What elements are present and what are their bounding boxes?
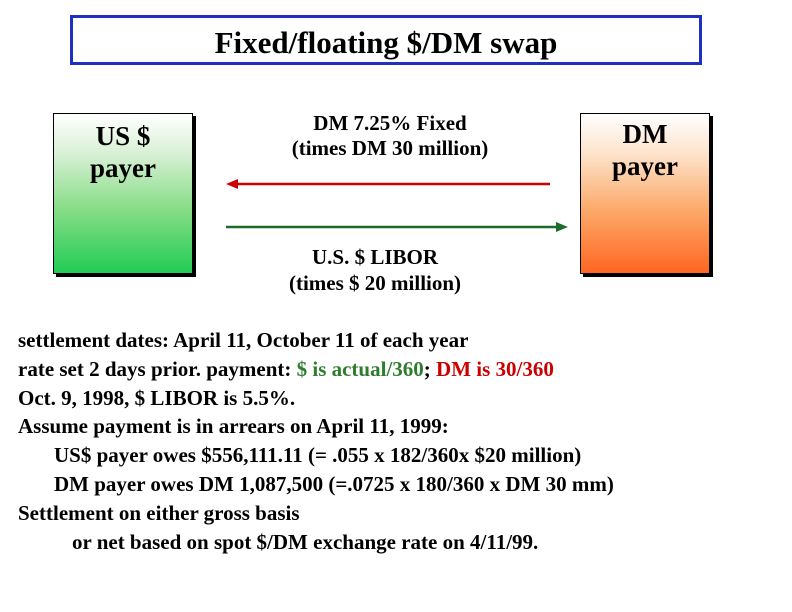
note-settlement-dates: settlement dates: April 11, October 11 o… bbox=[18, 328, 469, 352]
floating-leg-line2: (times $ 20 million) bbox=[288, 271, 462, 295]
fixed-leg-label: DM 7.25% Fixed (times DM 30 million) bbox=[270, 111, 510, 161]
us-dollar-payer-line1: US $ bbox=[95, 121, 151, 151]
us-dollar-payer-label: US $ payer bbox=[54, 120, 192, 184]
dm-payer-line1: DM bbox=[622, 119, 668, 149]
note-dm-daycount: DM is 30/360 bbox=[436, 356, 554, 381]
title-box: Fixed/floating $/DM swap bbox=[70, 15, 702, 65]
us-dollar-payer-line2: payer bbox=[90, 153, 156, 183]
slide-title: Fixed/floating $/DM swap bbox=[214, 24, 558, 60]
note-separator: ; bbox=[423, 356, 437, 381]
dm-payer-line2: payer bbox=[612, 151, 678, 181]
note-us-payer-owes: US$ payer owes $556,111.11 (= .055 x 182… bbox=[54, 443, 582, 468]
dm-payer-label: DM payer bbox=[581, 118, 709, 182]
note-net-settlement: or net based on spot $/DM exchange rate … bbox=[72, 529, 539, 554]
settlement-notes: settlement dates: April 11, October 11 o… bbox=[18, 326, 778, 556]
fixed-leg-line2: (times DM 30 million) bbox=[291, 136, 489, 160]
floating-leg-line1: U.S. $ LIBOR bbox=[311, 245, 439, 269]
note-arrears-assumption: Assume payment is in arrears on April 11… bbox=[18, 414, 449, 439]
note-rate-set: rate set 2 days prior. payment: $ is act… bbox=[18, 355, 778, 384]
us-dollar-payer-box: US $ payer bbox=[53, 113, 193, 274]
fixed-leg-arrow bbox=[226, 179, 550, 189]
dm-payer-box: DM payer bbox=[580, 113, 710, 274]
note-libor-fixing: Oct. 9, 1998, $ LIBOR is 5.5%. bbox=[18, 385, 296, 410]
note-settlement-basis: Settlement on either gross basis bbox=[18, 500, 300, 525]
note-dollar-daycount: $ is actual/360 bbox=[296, 356, 424, 381]
fixed-leg-line1: DM 7.25% Fixed bbox=[313, 111, 467, 135]
floating-leg-arrow bbox=[226, 222, 568, 232]
note-dm-payer-owes: DM payer owes DM 1,087,500 (=.0725 x 180… bbox=[54, 471, 614, 496]
floating-leg-label: U.S. $ LIBOR (times $ 20 million) bbox=[255, 244, 495, 296]
note-rate-set-text: rate set 2 days prior. payment: bbox=[18, 356, 297, 381]
